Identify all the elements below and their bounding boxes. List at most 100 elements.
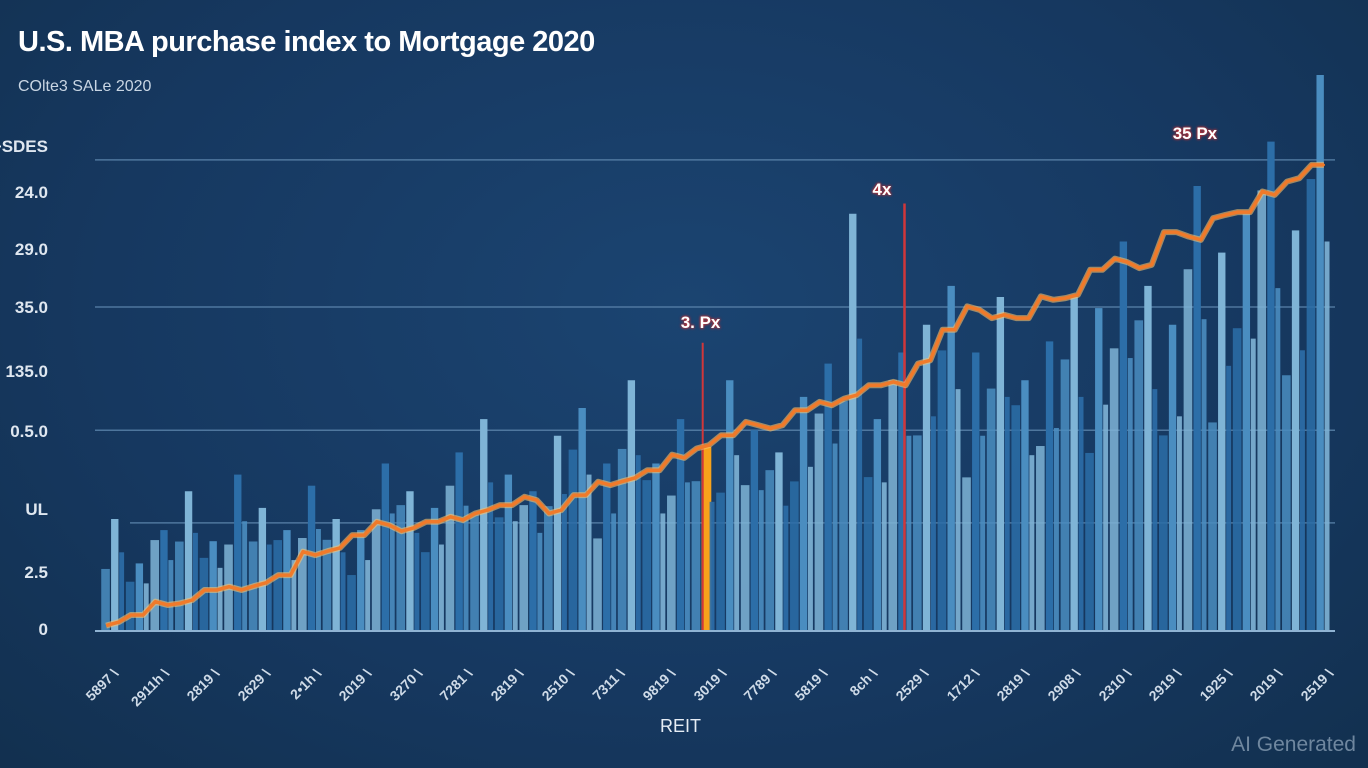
trend-point <box>117 621 120 624</box>
bar <box>529 491 537 630</box>
trend-point <box>609 483 612 487</box>
trend-point <box>141 613 145 617</box>
trend-point <box>658 468 661 472</box>
bar <box>111 519 119 630</box>
trend-point <box>486 508 489 512</box>
trend-point <box>904 384 907 387</box>
bar-secondary <box>765 470 775 630</box>
bar <box>1021 380 1029 630</box>
trend-point <box>1199 238 1203 242</box>
bar <box>184 491 193 630</box>
bar <box>1045 341 1054 630</box>
annotation-label: 3. Px <box>680 312 721 332</box>
bar-secondary <box>512 521 518 630</box>
trend-point <box>1273 193 1276 197</box>
bar-secondary <box>1060 359 1070 630</box>
bar-secondary <box>470 514 479 630</box>
y-tick-label: 0.5.0 <box>10 422 48 441</box>
trend-point <box>412 526 415 530</box>
trend-point <box>437 520 440 523</box>
bar <box>209 541 217 630</box>
bar-secondary <box>709 501 715 630</box>
trend-point <box>264 581 268 585</box>
bar-secondary <box>857 338 863 630</box>
trend-point <box>560 508 563 512</box>
bar <box>480 419 488 630</box>
y-tick-label: UL <box>25 500 48 519</box>
bar-secondary <box>1275 288 1281 630</box>
trend-point <box>387 523 391 527</box>
bar-secondary <box>667 495 676 630</box>
bar-secondary <box>340 552 346 630</box>
bar-secondary <box>814 413 824 630</box>
bar-secondary <box>396 505 406 630</box>
bar-secondary <box>347 575 356 630</box>
bar <box>775 452 783 630</box>
bar-secondary <box>955 389 961 630</box>
bar-secondary <box>1250 338 1256 630</box>
watermark: AI Generated <box>1231 733 1356 756</box>
bar <box>160 530 168 630</box>
bar <box>504 474 513 630</box>
bar-secondary <box>494 517 504 630</box>
bar <box>1168 324 1177 630</box>
bar <box>750 430 759 630</box>
bar <box>283 530 291 630</box>
trend-point <box>732 433 735 437</box>
bar-secondary <box>101 568 110 630</box>
bar-secondary <box>980 435 986 630</box>
trend-point <box>1002 313 1006 316</box>
bar-secondary <box>1053 427 1059 630</box>
bar-secondary <box>635 455 641 630</box>
bar <box>898 352 906 630</box>
bar <box>135 563 144 630</box>
bar <box>1070 297 1078 630</box>
bar <box>652 463 660 630</box>
trend-point <box>1298 177 1301 180</box>
trend-point <box>240 588 243 592</box>
bar <box>996 297 1005 630</box>
trend-point <box>1248 210 1252 214</box>
trend-point <box>510 503 514 507</box>
annotation-label: 4x <box>872 179 892 199</box>
bar-secondary <box>365 560 371 630</box>
bar-secondary <box>611 513 617 630</box>
trend-point <box>584 493 588 497</box>
trend-point <box>855 394 858 397</box>
bar-secondary <box>537 532 543 630</box>
bar-secondary <box>1085 452 1094 630</box>
bar-secondary <box>660 513 666 630</box>
bar <box>726 380 734 630</box>
bar-secondary <box>740 485 750 630</box>
trend-point <box>461 518 465 522</box>
bar <box>234 474 242 630</box>
y-tick-label: 35.0 <box>14 298 48 317</box>
bar-secondary <box>962 477 971 630</box>
bar-secondary <box>273 540 283 630</box>
trend-point <box>1076 293 1080 296</box>
bar-secondary <box>168 560 174 630</box>
bar-secondary <box>421 552 430 630</box>
bar-secondary <box>1257 190 1267 630</box>
bar-secondary <box>937 350 947 630</box>
bar <box>258 507 267 630</box>
trend-point <box>929 359 932 362</box>
trend-point <box>1322 163 1326 167</box>
bar-secondary <box>863 477 873 630</box>
bar <box>676 419 685 630</box>
bar-secondary <box>143 583 149 630</box>
trend-point <box>289 573 292 577</box>
bar-secondary <box>175 541 184 630</box>
trend-point <box>830 404 834 407</box>
bar-secondary <box>1103 404 1109 630</box>
y-tick-label: 2.5 <box>24 563 48 582</box>
bar-secondary <box>519 505 529 630</box>
trend-point <box>1175 230 1178 234</box>
y-tick-label: 24.0 <box>14 183 48 202</box>
bar <box>430 507 439 630</box>
bar-secondary <box>1134 320 1144 630</box>
trend-point <box>633 476 637 480</box>
bar <box>1291 230 1300 630</box>
bar-secondary <box>1208 422 1217 630</box>
